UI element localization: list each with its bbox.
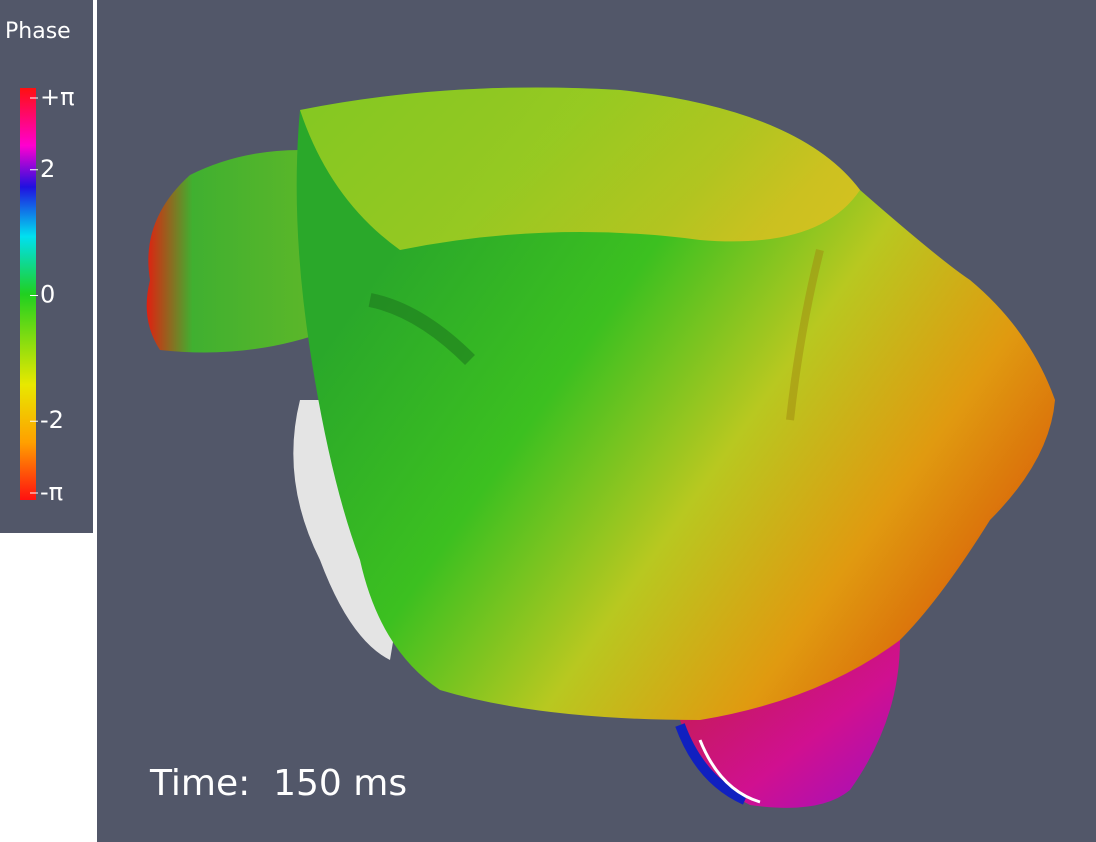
colorbar-tick-label: -π xyxy=(40,478,63,506)
colorbar-panel xyxy=(0,0,93,533)
screen: Phase Time: 150 ms +π 2 0 -2 -π xyxy=(0,0,1096,842)
colorbar-tick-label: +π xyxy=(40,83,75,111)
colorbar-tick-label: 0 xyxy=(40,281,55,309)
colorbar xyxy=(20,88,36,500)
colorbar-tick-label: 2 xyxy=(40,155,55,183)
time-label: Time: 150 ms xyxy=(149,763,407,804)
colorbar-title: Phase xyxy=(5,19,71,44)
render-view: Phase Time: 150 ms +π 2 0 -2 -π xyxy=(0,0,1096,842)
colorbar-tick-label: -2 xyxy=(40,406,64,434)
